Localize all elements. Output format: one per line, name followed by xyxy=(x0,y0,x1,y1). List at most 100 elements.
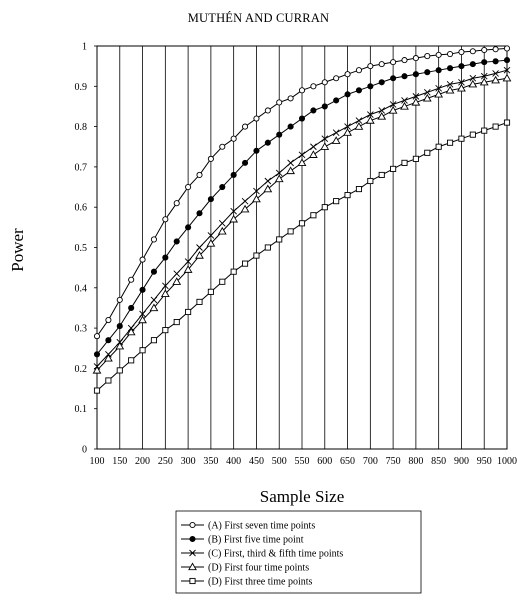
series-1 xyxy=(93,45,511,340)
data-point xyxy=(264,139,271,146)
y-tick-label: 0.7 xyxy=(75,162,88,173)
data-point xyxy=(447,51,454,58)
data-point xyxy=(424,149,431,156)
data-point xyxy=(185,308,192,316)
data-point xyxy=(502,73,512,82)
legend-label: (C) First, third & fifth time points xyxy=(208,549,343,560)
data-point xyxy=(333,198,340,205)
data-point xyxy=(435,84,442,92)
data-point xyxy=(400,101,409,110)
legend-marker xyxy=(189,577,196,585)
data-point xyxy=(481,127,488,134)
data-point xyxy=(173,200,180,207)
series-4 xyxy=(92,73,512,374)
data-point xyxy=(321,103,328,110)
data-point xyxy=(207,288,214,295)
y-tick-label: 0.9 xyxy=(75,82,88,93)
legend-item: (D) First four time points xyxy=(181,562,309,574)
data-point xyxy=(196,210,203,217)
data-point xyxy=(310,107,317,114)
y-tick-label: 0.2 xyxy=(75,364,88,375)
data-point xyxy=(309,150,318,158)
data-point xyxy=(492,58,499,65)
series-group xyxy=(92,45,512,394)
data-point xyxy=(287,123,294,130)
data-point xyxy=(217,226,227,235)
legend-item: (B) First five time point xyxy=(181,535,304,546)
data-point xyxy=(286,166,295,175)
data-point xyxy=(390,165,397,172)
data-point xyxy=(162,282,169,290)
data-point xyxy=(115,341,125,350)
data-point xyxy=(458,48,465,56)
y-tick-labels: 0 0.1 0.2 0.3 0.4 0.5 0.6 0.7 0.8 0.9 1 xyxy=(75,42,97,456)
data-point xyxy=(230,207,237,215)
data-point xyxy=(116,296,123,303)
data-point xyxy=(276,131,283,138)
data-point xyxy=(468,79,478,88)
data-point xyxy=(240,204,250,213)
data-point xyxy=(320,142,330,150)
data-point xyxy=(298,115,306,122)
data-point xyxy=(150,236,157,243)
data-point xyxy=(367,177,374,185)
data-point xyxy=(343,128,352,136)
data-point xyxy=(219,143,226,150)
legend-marker xyxy=(189,549,196,557)
data-point xyxy=(390,75,397,82)
legend-label: (D) First four time points xyxy=(208,563,309,574)
series-3 xyxy=(93,66,511,370)
running-head: MUTHÉN AND CURRAN xyxy=(187,11,330,25)
data-point xyxy=(298,87,306,94)
data-point xyxy=(492,46,499,53)
series-2 xyxy=(93,57,511,358)
data-point xyxy=(162,254,169,261)
data-point xyxy=(242,260,249,267)
data-point xyxy=(150,337,157,344)
data-point xyxy=(253,147,260,154)
data-point xyxy=(183,265,193,273)
x-tick-label: 350 xyxy=(203,456,218,467)
data-point xyxy=(447,65,454,72)
data-point xyxy=(503,66,511,74)
data-point xyxy=(173,270,181,278)
legend-marker xyxy=(189,535,196,543)
data-point xyxy=(287,159,294,167)
data-point xyxy=(93,387,101,394)
data-point xyxy=(92,365,102,374)
x-tick-label: 600 xyxy=(317,456,332,467)
legend-label: (D) First three time points xyxy=(208,577,313,588)
data-point xyxy=(172,277,182,285)
data-point xyxy=(344,123,351,130)
data-point xyxy=(219,183,226,191)
data-point xyxy=(321,204,328,211)
data-point xyxy=(253,252,260,259)
data-point xyxy=(287,228,294,235)
data-point xyxy=(458,135,465,142)
x-tick-label: 100 xyxy=(90,456,105,467)
data-point xyxy=(332,129,340,136)
data-point xyxy=(365,116,375,124)
data-point xyxy=(412,155,419,162)
data-point xyxy=(377,112,387,120)
data-point xyxy=(458,78,465,86)
x-tick-label: 450 xyxy=(249,456,264,467)
data-point xyxy=(401,97,408,104)
data-point xyxy=(297,158,307,167)
data-point xyxy=(389,101,397,108)
data-point xyxy=(219,278,226,285)
data-point xyxy=(162,216,169,223)
data-point xyxy=(116,367,123,374)
data-point xyxy=(195,251,204,259)
data-point xyxy=(411,97,421,106)
data-point xyxy=(252,194,261,203)
data-point xyxy=(275,169,283,177)
data-point xyxy=(310,212,317,219)
data-point xyxy=(367,83,374,90)
data-point xyxy=(458,63,465,70)
data-point xyxy=(128,357,135,364)
data-point xyxy=(229,214,239,223)
data-point xyxy=(492,123,499,130)
data-point xyxy=(333,75,340,82)
data-point xyxy=(116,323,123,330)
